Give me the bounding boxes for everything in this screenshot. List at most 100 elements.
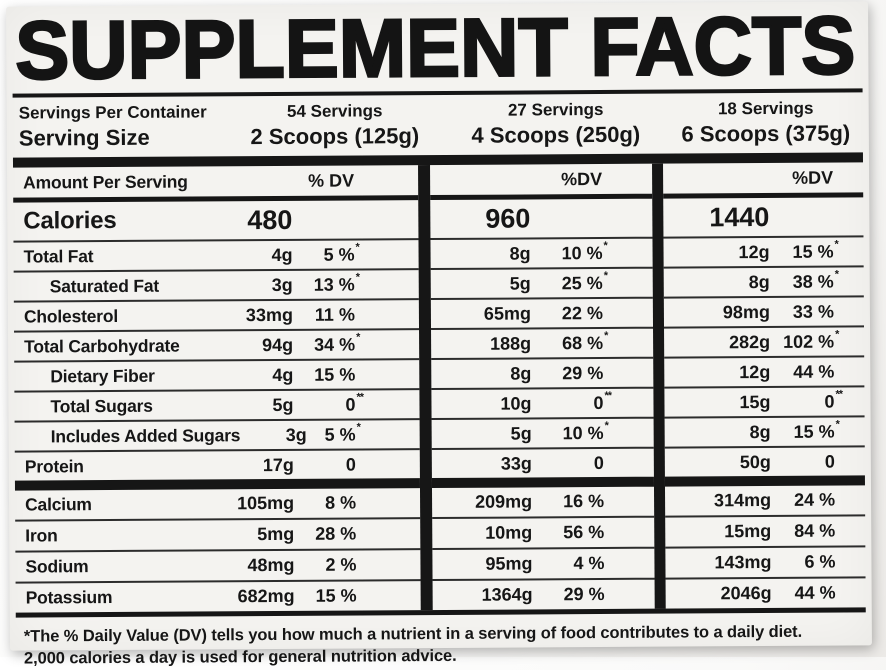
amount-value: 12g <box>670 361 770 383</box>
dv-header-text: %DV <box>561 169 602 189</box>
dv-value: 2 % <box>294 555 356 576</box>
dv-value: 29 % <box>533 584 605 605</box>
nutrient-row-cholesterol: Cholesterol 33mg 11 % <box>14 298 419 330</box>
dv-value: 0 <box>294 454 356 475</box>
dv-text: 34 % <box>314 334 355 354</box>
dv-value: 5 %* <box>307 424 356 445</box>
amount-value: 682mg <box>211 586 295 608</box>
facts-column-2: %DV 960 8g 10 %* 5g 25 %* 65mg 22 % 188g… <box>418 164 655 610</box>
table-header-row: %DV <box>663 162 863 193</box>
serving-option: 54 Servings 2 Scoops (125g) <box>227 100 443 150</box>
nutrient-row-total-carbohydrate: 188g 68 %* <box>431 327 653 358</box>
amount-value: 143mg <box>671 552 771 574</box>
dv-value: 28 % <box>294 524 356 545</box>
calories-value: 480 <box>208 204 292 236</box>
amount-value: 5g <box>440 423 532 445</box>
serving-option: 18 Servings 6 Scoops (375g) <box>669 97 863 147</box>
nutrient-row-dietary-fiber: 8g 29 % <box>431 357 653 388</box>
nutrient-row-saturated-fat: 8g 38 %* <box>664 265 864 296</box>
dv-text: 68 % <box>562 332 603 352</box>
dv-header: % DV <box>292 170 354 191</box>
spacer <box>208 181 292 182</box>
nutrient-name: Total Carbohydrate <box>24 335 209 357</box>
servings-count: 54 Servings <box>227 100 443 123</box>
amount-value: 4g <box>209 364 293 386</box>
mineral-name: Potassium <box>26 586 211 608</box>
dv-value: 0** <box>531 392 603 413</box>
amount-value: 314mg <box>671 490 771 512</box>
dv-value: 10 %* <box>530 242 602 263</box>
amount-value: 282g <box>670 331 770 353</box>
page-title: SUPPLEMENT FACTS <box>15 3 856 92</box>
nutrient-row-cholesterol: 65mg 22 % <box>431 297 653 328</box>
dv-text: 8 % <box>325 493 356 513</box>
amount-value: 5mg <box>210 524 294 546</box>
mineral-row-calcium: Calcium 105mg 8 % <box>15 488 420 519</box>
amount-value: 209mg <box>440 491 532 513</box>
dv-header-text: % DV <box>308 170 354 190</box>
nutrient-row-added-sugars: 8g 15 %* <box>665 415 865 446</box>
mineral-name: Iron <box>25 524 210 546</box>
dv-text: 10 % <box>563 422 604 442</box>
dv-text: 44 % <box>795 583 836 603</box>
footnote-mark: ** <box>835 388 842 400</box>
dv-header: %DV <box>530 169 602 190</box>
nutrient-row-dietary-fiber: 12g 44 % <box>664 355 864 386</box>
amount-value: 12g <box>669 241 769 263</box>
dv-text: 38 % <box>793 271 834 291</box>
mineral-row-calcium: 209mg 16 % <box>432 487 654 517</box>
dv-text: 44 % <box>793 361 834 381</box>
mineral-row-calcium: 314mg 24 % <box>665 485 865 515</box>
dv-value: 4 % <box>532 553 604 574</box>
nutrient-name: Includes Added Sugars <box>25 425 241 447</box>
amount-value: 8g <box>438 243 530 265</box>
dv-text: 84 % <box>794 521 835 541</box>
dv-text: 0 <box>346 454 356 474</box>
nutrient-row-dietary-fiber: Dietary Fiber 4g 15 % <box>14 358 419 390</box>
footnote-mark: * <box>356 271 359 283</box>
calories-value: 960 <box>438 203 530 235</box>
dv-text: 0 <box>345 394 355 414</box>
nutrient-row-total-fat: 8g 10 %* <box>430 237 652 268</box>
nutrient-row-total-fat: 12g 15 %* <box>663 235 863 266</box>
nutrient-row-added-sugars: Includes Added Sugars 3g 5 %* <box>15 418 420 450</box>
nutrient-row-protein: 33g 0 <box>432 447 654 478</box>
nutrient-row-total-sugars: 10g 0** <box>431 387 653 418</box>
dv-value: 6 % <box>771 552 835 573</box>
serving-labels: Servings Per Container Serving Size <box>19 101 227 151</box>
dv-value: 0** <box>293 394 355 415</box>
dv-value: 11 % <box>293 304 355 325</box>
nutrient-row-added-sugars: 5g 10 %* <box>432 417 654 448</box>
footnote-mark: * <box>356 331 359 343</box>
label-title-graphic: SUPPLEMENT FACTS <box>12 3 862 92</box>
dv-text: 29 % <box>564 584 605 604</box>
dv-header: %DV <box>769 167 833 188</box>
dv-value: 15 % <box>295 586 357 607</box>
footnote-mark: * <box>835 328 838 340</box>
dv-text: 15 % <box>792 241 833 261</box>
amount-value: 8g <box>670 271 770 293</box>
dv-value: 22 % <box>531 302 603 323</box>
nutrient-row-total-sugars: Total Sugars 5g 0** <box>14 388 419 420</box>
nutrient-row-total-fat: Total Fat 4g 5 %* <box>13 238 418 270</box>
amount-value: 95mg <box>440 553 532 575</box>
servings-count: 27 Servings <box>443 99 669 122</box>
dv-text: 15 % <box>316 586 357 606</box>
calories-value: 1440 <box>669 201 769 233</box>
daily-value-footnote: *The % Daily Value (DV) tells you how mu… <box>16 612 866 670</box>
amount-value: 5g <box>439 273 531 295</box>
amount-value: 2046g <box>672 583 772 605</box>
dv-text: 5 % <box>325 424 356 444</box>
calories-label: Calories <box>23 206 208 235</box>
spacer <box>438 179 530 180</box>
nutrient-row-protein: Protein 17g 0 <box>15 448 420 480</box>
dv-value: 15 %* <box>771 421 835 442</box>
dv-text: 22 % <box>562 302 603 322</box>
table-header-row: Amount Per Serving % DV <box>13 165 418 197</box>
facts-column-1: Amount Per Serving % DV Calories 480 Tot… <box>13 165 421 612</box>
dv-value: 24 % <box>771 490 835 511</box>
amount-value: 5g <box>209 394 293 416</box>
serving-size-value: 6 Scoops (375g) <box>669 119 863 147</box>
dv-text: 56 % <box>563 522 604 542</box>
footnote-mark: * <box>604 269 607 281</box>
